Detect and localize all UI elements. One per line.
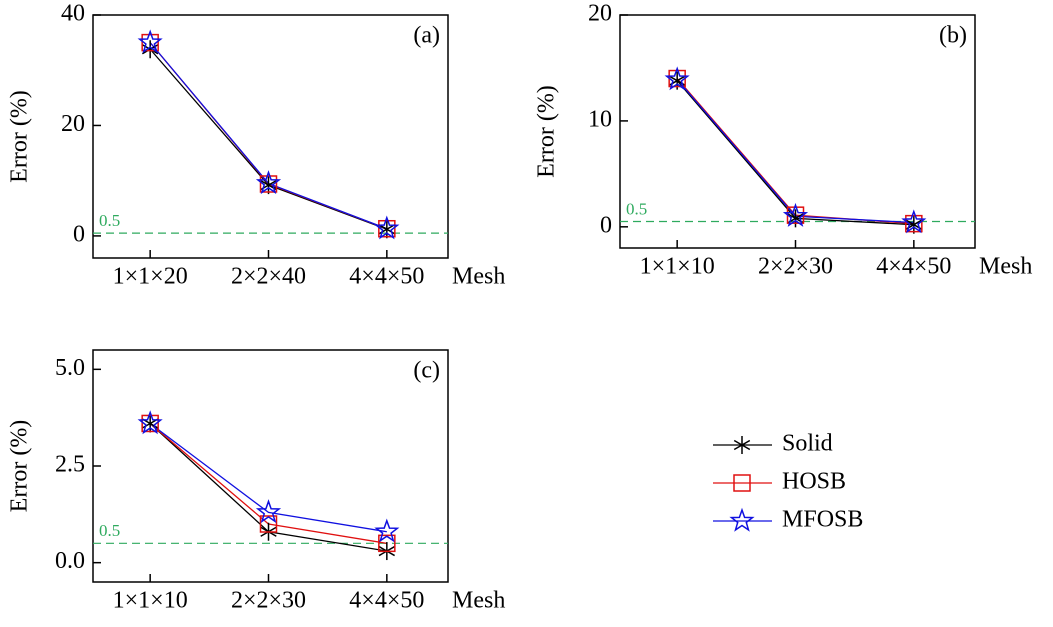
series-line [676, 78, 914, 225]
y-axis-label: Error (%) [7, 90, 33, 183]
y-tick-label: 0 [600, 212, 612, 238]
x-tick-label: 4×4×50 [876, 254, 951, 280]
annotation: (b) [939, 23, 967, 49]
marker [733, 474, 751, 492]
x-tick-label: 1×1×10 [113, 588, 188, 614]
x-tick-label: 1×1×10 [640, 254, 715, 280]
marker-square [378, 219, 396, 238]
series-line [149, 42, 388, 230]
y-tick-label: 2.5 [55, 452, 85, 478]
marker-stroke [733, 439, 751, 451]
marker [141, 33, 159, 52]
y-tick-label: 10 [588, 106, 612, 132]
marker-star [729, 507, 755, 532]
marker-square [905, 214, 923, 233]
annotation: (c) [413, 358, 440, 384]
marker-square [141, 33, 159, 52]
marker [901, 209, 927, 234]
series-line [149, 422, 387, 533]
marker [374, 518, 400, 543]
series-line [676, 79, 914, 224]
marker [137, 29, 163, 54]
y-tick-label: 0 [73, 221, 85, 247]
legend-label: MFOSB [782, 507, 863, 533]
marker [664, 66, 690, 91]
marker-star [374, 518, 400, 543]
marker [729, 507, 755, 532]
marker-star [255, 499, 282, 524]
y-tick-label: 20 [588, 1, 612, 27]
marker [255, 499, 282, 524]
x-tick-label: 2×2×40 [231, 264, 306, 290]
marker-star [137, 29, 163, 54]
plot-frame [619, 14, 976, 249]
marker [259, 175, 278, 193]
x-axis-label: Mesh [452, 588, 505, 614]
reference-label: 0.5 [626, 199, 647, 218]
marker-square [733, 474, 751, 492]
x-tick-label: 2×2×30 [758, 254, 833, 280]
marker [374, 215, 400, 240]
annotation: (a) [413, 23, 440, 49]
x-axis-label: Mesh [452, 264, 505, 290]
x-tick-label: 4×4×50 [349, 588, 424, 614]
marker [905, 214, 923, 233]
marker-star [901, 209, 927, 234]
plot-frame [92, 14, 449, 259]
y-tick-label: 0.0 [55, 548, 85, 574]
x-tick-label: 1×1×20 [113, 264, 188, 290]
y-axis-label: Error (%) [7, 420, 33, 513]
x-axis-label: Mesh [979, 254, 1032, 280]
marker-star [374, 215, 400, 240]
marker [141, 414, 159, 433]
series-line [149, 48, 388, 230]
legend-label: HOSB [782, 469, 846, 495]
marker [782, 202, 809, 227]
y-tick-label: 20 [61, 111, 85, 137]
y-tick-label: 5.0 [55, 355, 85, 381]
marker-square [259, 175, 278, 193]
marker [137, 410, 163, 435]
marker-star [782, 202, 809, 227]
marker [733, 436, 751, 454]
marker-star [664, 66, 690, 91]
legend-label: Solid [782, 431, 833, 457]
reference-label: 0.5 [99, 521, 120, 540]
marker-star [137, 410, 163, 435]
y-tick-label: 40 [61, 1, 85, 27]
marker [255, 170, 282, 195]
x-tick-label: 2×2×30 [231, 588, 306, 614]
y-axis-label: Error (%) [534, 85, 560, 178]
x-tick-label: 4×4×50 [349, 264, 424, 290]
series-line [149, 42, 388, 230]
marker-star [255, 170, 282, 195]
reference-label: 0.5 [99, 211, 120, 230]
marker-square [141, 414, 159, 433]
marker [378, 219, 396, 238]
